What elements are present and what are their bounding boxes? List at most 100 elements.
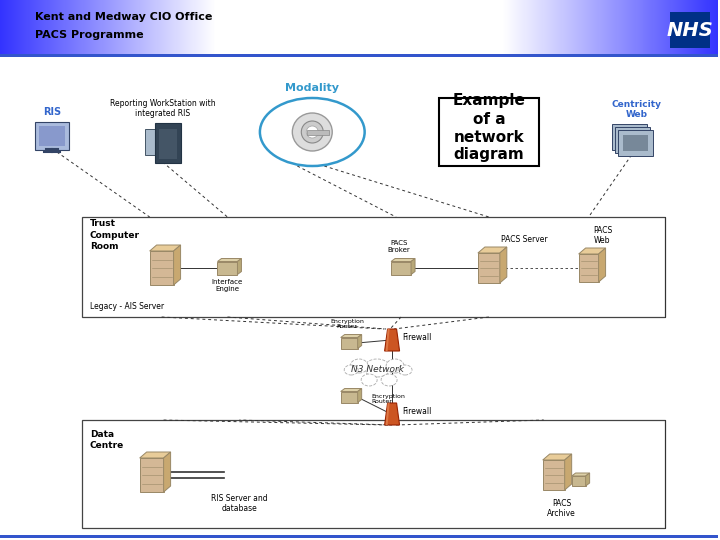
Bar — [675, 0, 676, 55]
Bar — [391, 0, 392, 55]
Bar — [415, 0, 416, 55]
Bar — [494, 0, 495, 55]
Bar — [375, 0, 376, 55]
Bar — [294, 0, 295, 55]
Bar — [686, 0, 688, 55]
Text: Interface
Engine: Interface Engine — [212, 279, 243, 292]
Polygon shape — [341, 388, 361, 392]
Bar — [543, 0, 544, 55]
Bar — [611, 0, 613, 55]
Bar — [425, 0, 426, 55]
Bar — [62, 0, 63, 55]
Bar — [589, 0, 590, 55]
Bar — [545, 0, 546, 55]
Bar — [689, 0, 690, 55]
Bar — [412, 0, 413, 55]
Bar — [448, 0, 449, 55]
Text: Trust
Computer
Room: Trust Computer Room — [90, 219, 140, 251]
Bar — [344, 0, 345, 55]
Bar — [82, 420, 665, 528]
Bar — [407, 0, 408, 55]
Bar — [80, 0, 81, 55]
Bar — [380, 0, 381, 55]
Bar — [372, 0, 373, 55]
Bar — [127, 0, 129, 55]
Bar — [153, 0, 155, 55]
Bar — [473, 0, 474, 55]
Bar — [99, 0, 100, 55]
Bar — [414, 0, 415, 55]
Bar — [396, 0, 397, 55]
Bar — [72, 0, 73, 55]
Bar — [103, 0, 104, 55]
Text: PACS Programme: PACS Programme — [35, 30, 143, 40]
Bar — [236, 0, 238, 55]
Bar — [258, 0, 259, 55]
FancyBboxPatch shape — [670, 12, 711, 48]
Bar — [660, 0, 662, 55]
Bar — [641, 0, 642, 55]
Bar — [408, 0, 409, 55]
Bar — [28, 0, 29, 55]
Bar — [618, 0, 619, 55]
Bar — [505, 0, 506, 55]
Bar — [64, 0, 65, 55]
FancyBboxPatch shape — [35, 122, 69, 150]
Text: N3 Network: N3 Network — [351, 366, 404, 375]
Bar — [428, 0, 429, 55]
Bar — [348, 0, 349, 55]
Bar — [405, 0, 406, 55]
Bar — [491, 0, 492, 55]
Bar — [259, 0, 261, 55]
Text: RIS Server and
database: RIS Server and database — [211, 494, 268, 514]
Bar — [82, 0, 83, 55]
Polygon shape — [478, 247, 507, 253]
Bar — [262, 0, 264, 55]
Bar — [8, 0, 9, 55]
Bar — [451, 0, 452, 55]
Bar — [116, 0, 117, 55]
Bar — [217, 0, 218, 55]
Bar — [521, 0, 522, 55]
Bar — [432, 0, 433, 55]
Bar — [199, 0, 201, 55]
Text: PACS Server: PACS Server — [501, 235, 547, 244]
Bar — [324, 0, 325, 55]
Bar — [498, 0, 499, 55]
Bar — [595, 0, 597, 55]
Bar — [497, 0, 498, 55]
Bar — [465, 0, 466, 55]
Bar — [168, 0, 170, 55]
Polygon shape — [358, 334, 361, 348]
Bar — [207, 0, 209, 55]
Bar — [73, 0, 74, 55]
Bar — [139, 0, 140, 55]
Bar — [699, 0, 701, 55]
Bar — [387, 0, 388, 55]
Bar — [325, 0, 326, 55]
Bar — [60, 0, 61, 55]
Bar — [536, 0, 538, 55]
Bar — [572, 476, 585, 486]
Bar — [352, 0, 354, 55]
Bar — [214, 0, 215, 55]
Bar — [552, 0, 553, 55]
Bar — [385, 0, 386, 55]
Polygon shape — [598, 248, 606, 282]
Bar — [0, 55, 719, 540]
Bar — [241, 0, 243, 55]
Bar — [362, 0, 363, 55]
Bar — [411, 0, 412, 55]
Polygon shape — [564, 454, 572, 490]
Bar — [488, 0, 489, 55]
Bar — [409, 0, 410, 55]
Bar — [310, 0, 311, 55]
Bar — [364, 0, 365, 55]
Bar — [67, 0, 68, 55]
Bar — [361, 0, 362, 55]
Bar — [122, 0, 124, 55]
Bar — [319, 0, 320, 55]
Bar — [579, 254, 598, 282]
Ellipse shape — [381, 374, 397, 386]
Bar — [474, 0, 475, 55]
